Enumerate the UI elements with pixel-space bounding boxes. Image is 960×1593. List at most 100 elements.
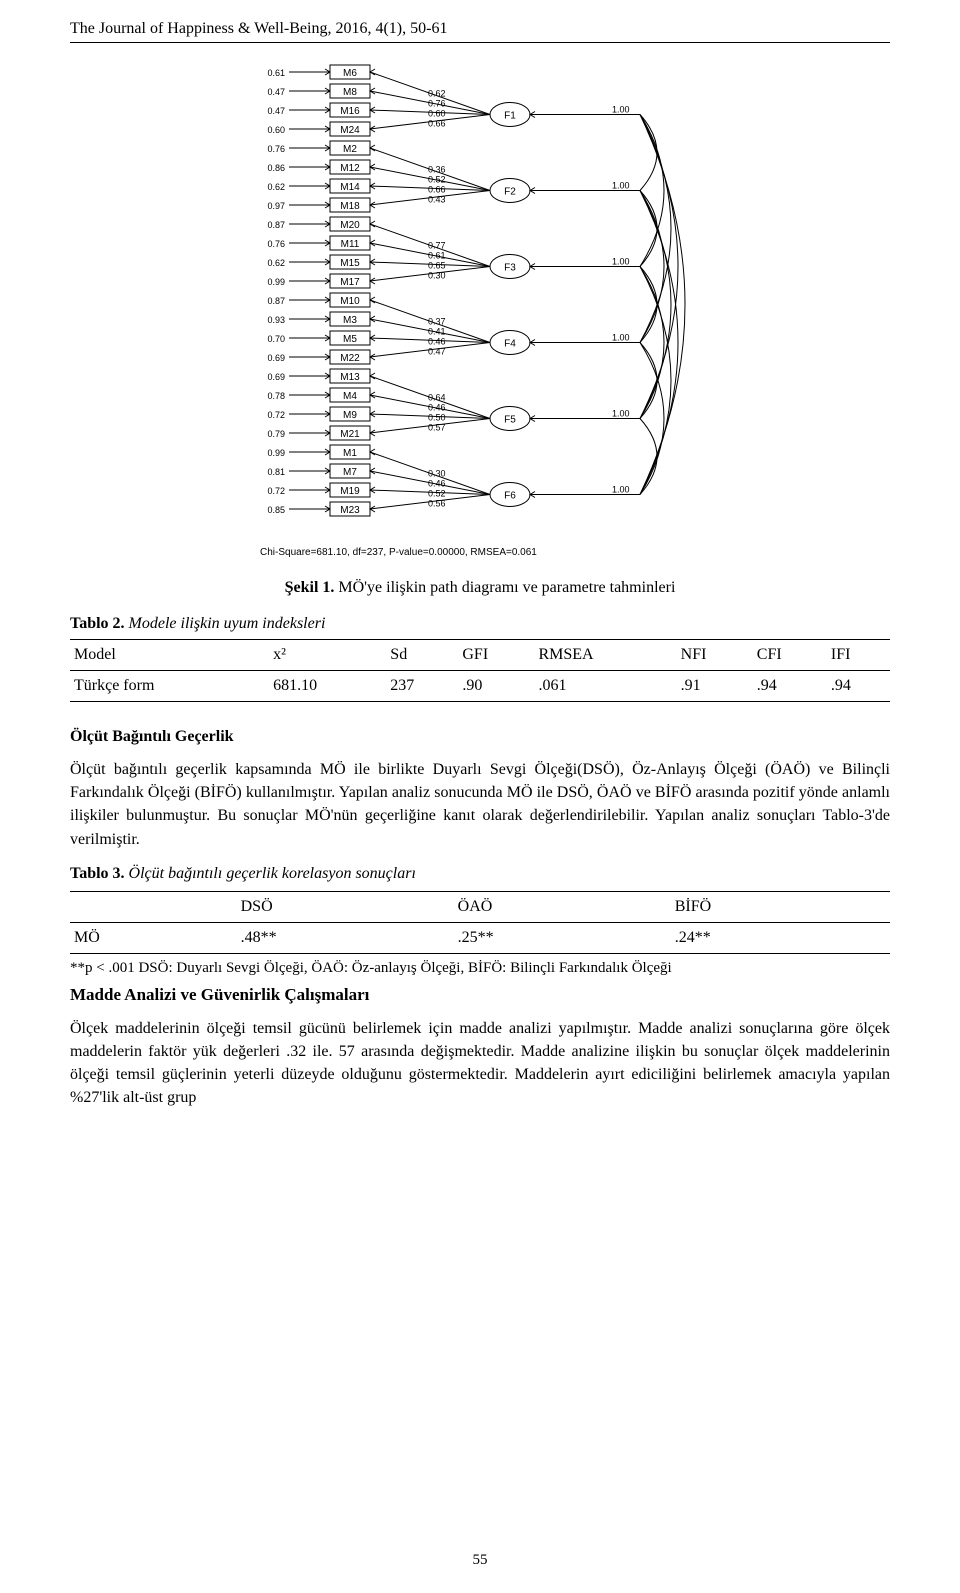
svg-text:0.30: 0.30 xyxy=(428,469,446,479)
svg-text:0.60: 0.60 xyxy=(428,109,446,119)
page-number: 55 xyxy=(0,1552,960,1569)
criterion-validity-paragraph: Ölçüt bağıntılı geçerlik kapsamında MÖ i… xyxy=(70,758,890,851)
table-2-col-header: Model xyxy=(70,640,269,671)
svg-text:M5: M5 xyxy=(343,334,357,345)
svg-text:M9: M9 xyxy=(343,410,357,421)
svg-text:0.99: 0.99 xyxy=(267,277,285,287)
svg-text:0.62: 0.62 xyxy=(267,258,285,268)
svg-text:0.72: 0.72 xyxy=(267,486,285,496)
svg-text:M15: M15 xyxy=(340,258,360,269)
svg-text:M18: M18 xyxy=(340,201,360,212)
svg-text:F2: F2 xyxy=(504,187,516,198)
table-2-cell: .061 xyxy=(534,671,676,702)
svg-text:0.70: 0.70 xyxy=(267,334,285,344)
svg-text:0.76: 0.76 xyxy=(267,144,285,154)
item-analysis-paragraph: Ölçek maddelerinin ölçeği temsil gücünü … xyxy=(70,1017,890,1110)
criterion-validity-heading: Ölçüt Bağıntılı Geçerlik xyxy=(70,728,890,746)
svg-text:M1: M1 xyxy=(343,448,357,459)
svg-text:0.64: 0.64 xyxy=(428,393,446,403)
table-3-cell: .25** xyxy=(454,922,671,953)
svg-text:0.87: 0.87 xyxy=(267,220,285,230)
table-3-col-header xyxy=(70,891,237,922)
path-diagram-figure: 0.61M60.47M80.47M160.60M240.76M20.86M120… xyxy=(70,55,890,565)
svg-text:0.87: 0.87 xyxy=(267,296,285,306)
svg-text:M21: M21 xyxy=(340,429,360,440)
table-3-col-header: ÖAÖ xyxy=(454,891,671,922)
table-3-cell: .24** xyxy=(671,922,890,953)
svg-text:0.46: 0.46 xyxy=(428,337,446,347)
table-3: DSÖÖAÖBİFÖ MÖ.48**.25**.24** xyxy=(70,891,890,954)
svg-text:0.69: 0.69 xyxy=(267,372,285,382)
svg-text:0.50: 0.50 xyxy=(428,413,446,423)
svg-text:0.61: 0.61 xyxy=(267,68,285,78)
svg-text:0.43: 0.43 xyxy=(428,195,446,205)
svg-text:0.61: 0.61 xyxy=(428,251,446,261)
table-2-col-header: CFI xyxy=(753,640,827,671)
figure-1-caption: Şekil 1. MÖ'ye ilişkin path diagramı ve … xyxy=(70,579,890,597)
table-2-cell: .94 xyxy=(827,671,890,702)
svg-text:0.52: 0.52 xyxy=(428,175,446,185)
table-3-footnote: **p < .001 DSÖ: Duyarlı Sevgi Ölçeği, ÖA… xyxy=(70,958,890,979)
header-rule xyxy=(70,42,890,43)
table-2-col-header: RMSEA xyxy=(534,640,676,671)
svg-text:F1: F1 xyxy=(504,111,516,122)
table-2-col-header: Sd xyxy=(386,640,458,671)
table-3-label: Tablo 3. xyxy=(70,865,125,882)
table-2-cell: 237 xyxy=(386,671,458,702)
svg-text:0.66: 0.66 xyxy=(428,119,446,129)
svg-text:M20: M20 xyxy=(340,220,360,231)
svg-text:0.97: 0.97 xyxy=(267,201,285,211)
svg-text:M4: M4 xyxy=(343,391,357,402)
table-2-col-header: x² xyxy=(269,640,386,671)
svg-text:0.30: 0.30 xyxy=(428,271,446,281)
table-2-cell: Türkçe form xyxy=(70,671,269,702)
svg-text:0.72: 0.72 xyxy=(267,410,285,420)
item-analysis-heading: Madde Analizi ve Güvenirlik Çalışmaları xyxy=(70,985,890,1005)
svg-text:0.46: 0.46 xyxy=(428,403,446,413)
table-3-col-header: BİFÖ xyxy=(671,891,890,922)
table-2-data-row: Türkçe form681.10237.90.061.91.94.94 xyxy=(70,671,890,702)
svg-text:0.78: 0.78 xyxy=(267,391,285,401)
table-2-header-row: Modelx²SdGFIRMSEANFICFIIFI xyxy=(70,640,890,671)
table-2-cell: 681.10 xyxy=(269,671,386,702)
svg-text:0.99: 0.99 xyxy=(267,448,285,458)
svg-text:1.00: 1.00 xyxy=(612,485,630,495)
svg-text:1.00: 1.00 xyxy=(612,105,630,115)
svg-text:M24: M24 xyxy=(340,125,360,136)
svg-text:F3: F3 xyxy=(504,263,516,274)
table-2-cell: .91 xyxy=(677,671,753,702)
svg-text:0.62: 0.62 xyxy=(267,182,285,192)
svg-text:M16: M16 xyxy=(340,106,360,117)
svg-text:0.47: 0.47 xyxy=(267,106,285,116)
table-3-cell: .48** xyxy=(237,922,454,953)
table-3-text: Ölçüt bağıntılı geçerlik korelasyon sonu… xyxy=(125,865,416,882)
svg-text:0.65: 0.65 xyxy=(428,261,446,271)
table-3-header-row: DSÖÖAÖBİFÖ xyxy=(70,891,890,922)
svg-text:M23: M23 xyxy=(340,505,360,516)
svg-text:M7: M7 xyxy=(343,467,357,478)
table-2-col-header: IFI xyxy=(827,640,890,671)
svg-text:0.52: 0.52 xyxy=(428,489,446,499)
table-2-text: Modele ilişkin uyum indeksleri xyxy=(125,615,326,632)
svg-text:1.00: 1.00 xyxy=(612,257,630,267)
table-2-col-header: NFI xyxy=(677,640,753,671)
svg-text:M6: M6 xyxy=(343,68,357,79)
table-2-cell: .94 xyxy=(753,671,827,702)
svg-text:Chi-Square=681.10, df=237, P-v: Chi-Square=681.10, df=237, P-value=0.000… xyxy=(260,547,537,558)
svg-text:0.41: 0.41 xyxy=(428,327,446,337)
svg-text:M17: M17 xyxy=(340,277,360,288)
svg-text:0.69: 0.69 xyxy=(267,353,285,363)
table-3-data-row: MÖ.48**.25**.24** xyxy=(70,922,890,953)
svg-text:0.66: 0.66 xyxy=(428,185,446,195)
svg-text:M19: M19 xyxy=(340,486,360,497)
svg-text:0.60: 0.60 xyxy=(267,125,285,135)
svg-text:0.37: 0.37 xyxy=(428,317,446,327)
svg-text:0.81: 0.81 xyxy=(267,467,285,477)
svg-text:0.47: 0.47 xyxy=(267,87,285,97)
svg-text:0.36: 0.36 xyxy=(428,165,446,175)
svg-text:0.93: 0.93 xyxy=(267,315,285,325)
svg-text:0.46: 0.46 xyxy=(428,479,446,489)
table-2: Modelx²SdGFIRMSEANFICFIIFI Türkçe form68… xyxy=(70,639,890,702)
svg-text:M10: M10 xyxy=(340,296,360,307)
svg-text:F6: F6 xyxy=(504,491,516,502)
